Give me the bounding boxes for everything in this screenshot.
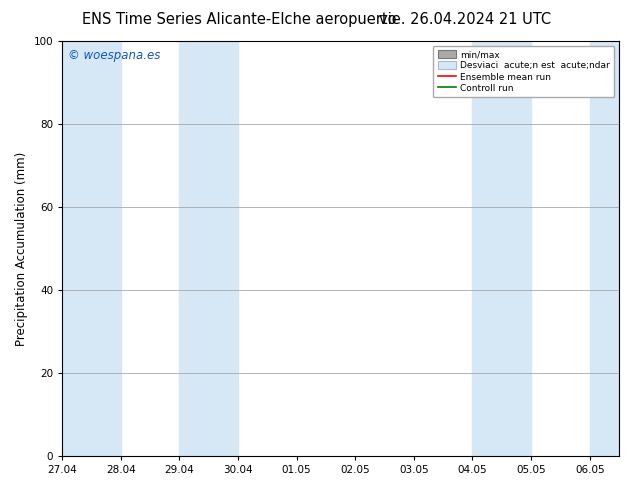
Bar bbox=[179, 41, 238, 456]
Bar bbox=[62, 41, 121, 456]
Y-axis label: Precipitation Accumulation (mm): Precipitation Accumulation (mm) bbox=[15, 151, 28, 345]
Bar bbox=[472, 41, 531, 456]
Text: vie. 26.04.2024 21 UTC: vie. 26.04.2024 21 UTC bbox=[380, 12, 552, 27]
Bar bbox=[590, 41, 619, 456]
Legend: min/max, Desviaci  acute;n est  acute;ndar, Ensemble mean run, Controll run: min/max, Desviaci acute;n est acute;ndar… bbox=[433, 46, 614, 98]
Text: ENS Time Series Alicante-Elche aeropuerto: ENS Time Series Alicante-Elche aeropuert… bbox=[82, 12, 397, 27]
Text: © woespana.es: © woespana.es bbox=[68, 49, 160, 62]
